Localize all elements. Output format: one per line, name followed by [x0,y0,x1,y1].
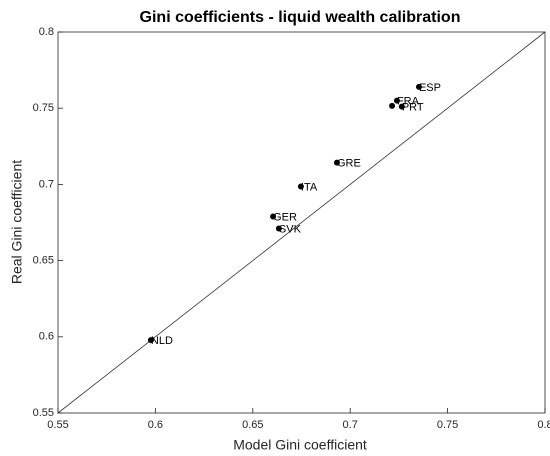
point [398,103,405,110]
point [333,159,340,166]
x-tick-label: 0.75 [437,419,458,431]
x-tick-label: 0.65 [242,419,263,431]
x-axis-label: Model Gini coefficient [233,437,367,453]
point-label: GRE [337,158,361,170]
y-tick-label: 0.6 [39,331,54,343]
point-label: NLD [151,335,173,347]
chart-title: Gini coefficients - liquid wealth calibr… [140,9,461,26]
reference-line [57,31,546,414]
point-label: GER [273,211,297,223]
x-tick-label: 0.55 [47,419,68,431]
point [297,183,304,190]
point-label: PRT [402,102,424,114]
x-tick-label: 0.8 [537,419,550,431]
y-tick-label: 0.75 [33,102,54,114]
y-tick-label: 0.7 [39,178,54,190]
point [270,213,277,220]
point-label: SVK [279,223,302,235]
y-axis-label: Real Gini coefficient [9,160,25,284]
point [393,97,400,104]
x-tick-label: 0.6 [148,419,163,431]
point-label: ITA [301,181,318,193]
x-tick-label: 0.7 [343,419,358,431]
point [415,83,422,90]
point-label: ESP [419,82,441,94]
y-tick-label: 0.55 [33,407,54,419]
point [389,102,396,109]
point [147,337,154,344]
plot-frame [57,31,546,414]
point [275,225,282,232]
y-tick-label: 0.65 [33,255,54,267]
y-tick-label: 0.8 [39,26,54,38]
